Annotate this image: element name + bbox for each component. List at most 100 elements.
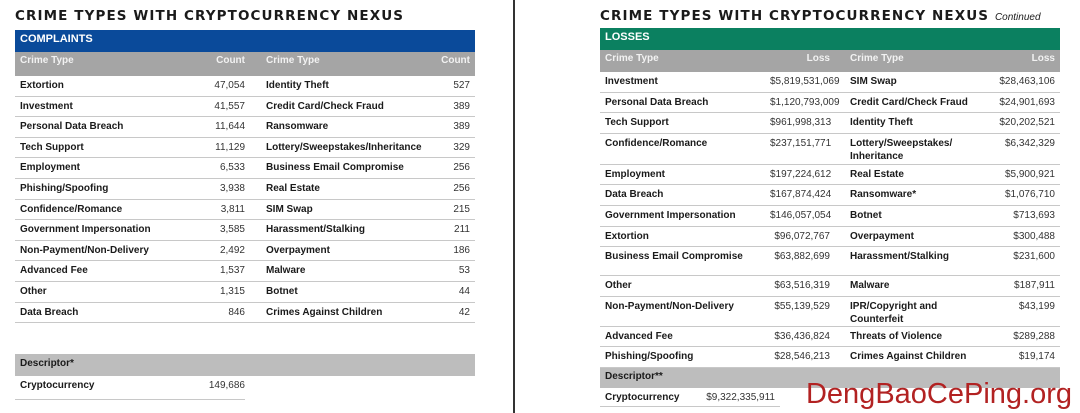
crime-type: Extortion xyxy=(605,230,649,242)
header-crime-type-2: Crime Type xyxy=(266,55,320,66)
crime-type-2: Harassment/Stalking xyxy=(850,251,949,263)
crime-type-2: Harassment/Stalking xyxy=(266,224,365,236)
right-title: CRIME TYPES WITH CRYPTOCURRENCY NEXUS Co… xyxy=(600,8,1041,24)
table-row: Non-Payment/Non-Delivery 2,492 Overpayment… xyxy=(15,241,475,262)
value-2: $1,076,710 xyxy=(1004,189,1055,201)
losses-band: LOSSES xyxy=(600,28,1060,50)
crime-type-2: Identity Theft xyxy=(850,117,913,129)
crime-type: Phishing/Spoofing xyxy=(605,351,694,363)
crime-type: Government Impersonation xyxy=(20,224,151,236)
crime-type: Investment xyxy=(20,100,73,112)
page-divider xyxy=(513,0,515,413)
value-2: 215 xyxy=(453,203,470,215)
value: 11,129 xyxy=(215,141,245,153)
table-row: Confidence/Romance 3,811 SIM Swap 215 xyxy=(15,200,475,221)
crime-type: Phishing/Spoofing xyxy=(20,182,109,194)
value-2: 42 xyxy=(458,306,470,318)
table-row: Government Impersonation 3,585 Harassment/… xyxy=(15,220,475,241)
crime-type-2: Ransomware* xyxy=(850,189,917,201)
header-crime-type-2: Crime Type xyxy=(850,53,904,64)
crime-type-2: Lottery/Sweepstakes/ Inheritance xyxy=(850,137,953,162)
value: 1,537 xyxy=(219,265,245,277)
value: $63,882,699 xyxy=(774,251,830,263)
header-loss: Loss xyxy=(806,53,830,64)
value: $1,120,793,009 xyxy=(770,96,840,108)
descriptor-bar: Descriptor** xyxy=(600,367,1060,388)
crime-type-2: Crimes Against Children xyxy=(850,351,967,363)
value-2: 211 xyxy=(454,224,470,236)
value-2: 53 xyxy=(458,265,470,277)
losses-table: LOSSES Crime Type Loss Crime Type Loss I… xyxy=(600,28,1060,407)
crypto-value: 149,686 xyxy=(208,380,245,392)
table-row: Data Breach 846 Crimes Against Children 42 xyxy=(15,303,475,324)
crime-type: Non-Payment/Non-Delivery xyxy=(20,244,149,256)
crime-type-2: Malware xyxy=(850,280,890,292)
table-row: Investment 41,557 Credit Card/Check Fraud 3… xyxy=(15,97,475,118)
value: $55,139,529 xyxy=(774,300,830,312)
descriptor-bar: Descriptor* xyxy=(15,354,475,377)
table-row: Advanced Fee $36,436,824 Threats of Violen… xyxy=(600,327,1060,348)
value-2: 389 xyxy=(453,121,470,133)
value: $5,819,531,069 xyxy=(770,76,840,87)
crypto-label: Cryptocurrency xyxy=(20,380,95,392)
value-2: 256 xyxy=(453,162,470,174)
header-count-2: Count xyxy=(441,55,470,66)
crime-type: Extortion xyxy=(20,80,64,91)
crime-type-2: Overpayment xyxy=(850,230,914,242)
table-row: Other 1,315 Botnet 44 xyxy=(15,282,475,303)
value-2: 186 xyxy=(453,244,470,256)
table-row: Business Email Compromise $63,882,699 Hara… xyxy=(600,247,1060,277)
crime-type: Employment xyxy=(605,168,666,180)
value: $961,998,313 xyxy=(770,117,832,129)
table-row: Phishing/Spoofing $28,546,213 Crimes Again… xyxy=(600,347,1060,368)
crime-type-2: Crimes Against Children xyxy=(266,306,383,318)
table-row: Other $63,516,319 Malware $187,911 xyxy=(600,276,1060,297)
left-title: CRIME TYPES WITH CRYPTOCURRENCY NEXUS xyxy=(15,8,405,24)
crime-type-2: Business Email Compromise xyxy=(266,162,404,174)
table-row: Non-Payment/Non-Delivery $55,139,529 IPR/C… xyxy=(600,297,1060,327)
value-2: $28,463,106 xyxy=(999,76,1055,87)
crime-type: Personal Data Breach xyxy=(605,96,709,108)
table-row: Phishing/Spoofing 3,938 Real Estate 256 xyxy=(15,179,475,200)
crime-type-2: Botnet xyxy=(850,209,882,221)
crypto-value: $9,322,335,911 xyxy=(706,391,775,403)
crime-type-2: Identity Theft xyxy=(266,80,329,91)
table-header: Crime Type Count Crime Type Count xyxy=(15,52,475,76)
crime-type: Personal Data Breach xyxy=(20,121,124,133)
crime-type: Business Email Compromise xyxy=(605,251,743,263)
crime-type: Government Impersonation xyxy=(605,209,736,221)
crime-type-2: IPR/Copyright and Counterfeit xyxy=(850,300,938,325)
value: 6,533 xyxy=(219,162,245,174)
table-body: Extortion 47,054 Identity Theft 527 Investme… xyxy=(15,76,475,324)
crime-type: Data Breach xyxy=(605,189,664,201)
crime-type-2: Ransomware xyxy=(266,121,329,133)
crime-type: Non-Payment/Non-Delivery xyxy=(605,300,734,312)
value-2: 527 xyxy=(453,80,470,91)
value-2: $6,342,329 xyxy=(1004,137,1055,149)
value-2: $713,693 xyxy=(1013,209,1055,221)
value: 47,054 xyxy=(214,80,245,91)
value-2: $289,288 xyxy=(1013,330,1055,342)
table-body: Investment $5,819,531,069 SIM Swap $28,463,… xyxy=(600,72,1060,368)
watermark: DengBaoCePing.org xyxy=(805,378,1072,410)
crime-type: Tech Support xyxy=(605,117,669,129)
crime-type-2: SIM Swap xyxy=(266,203,313,215)
crime-type-2: Real Estate xyxy=(266,182,320,194)
table-row: Tech Support 11,129 Lottery/Sweepstakes/In… xyxy=(15,138,475,159)
crime-type: Advanced Fee xyxy=(605,330,673,342)
value-2: $43,199 xyxy=(1018,300,1055,312)
crime-type: Confidence/Romance xyxy=(20,203,123,215)
complaints-table: COMPLAINTS Crime Type Count Crime Type C… xyxy=(15,30,475,401)
value-2: $24,901,693 xyxy=(999,96,1055,108)
crime-type: Other xyxy=(20,285,47,297)
value: $28,546,213 xyxy=(774,351,830,363)
table-header: Crime Type Loss Crime Type Loss xyxy=(600,50,1060,72)
table-row: Employment $197,224,612 Real Estate $5,900,… xyxy=(600,165,1060,186)
value: 3,811 xyxy=(220,203,245,215)
crime-type-2: Malware xyxy=(266,265,306,277)
table-row: Government Impersonation $146,057,054 Botn… xyxy=(600,206,1060,227)
value-2: 44 xyxy=(458,285,470,297)
crime-type: Data Breach xyxy=(20,306,79,318)
table-row: Confidence/Romance $237,151,771 Lottery/Sw… xyxy=(600,134,1060,165)
continued-label: Continued xyxy=(994,12,1041,23)
